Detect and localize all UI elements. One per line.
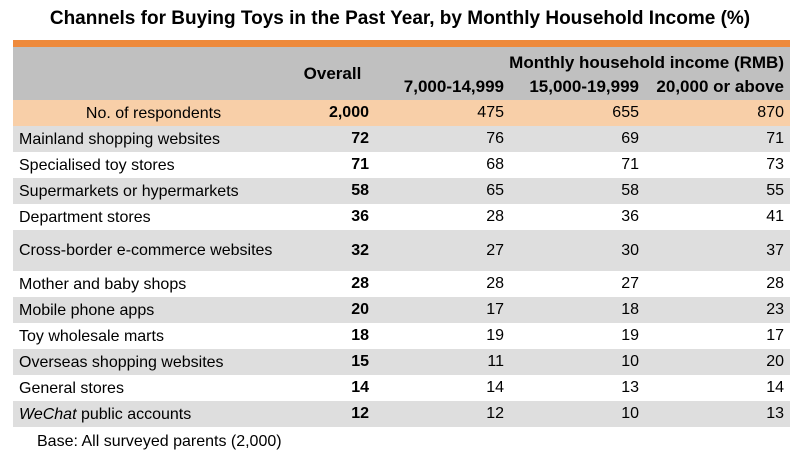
bracket-value: 28 bbox=[375, 204, 510, 230]
bracket-value: 28 bbox=[375, 271, 510, 297]
data-table: Overall Monthly household income (RMB) 7… bbox=[13, 47, 790, 427]
header-bracket-3: 20,000 or above bbox=[645, 73, 790, 100]
row-label: Supermarkets or hypermarkets bbox=[13, 178, 290, 204]
bracket-value: 17 bbox=[645, 323, 790, 349]
respondents-value: 655 bbox=[510, 100, 645, 126]
table-row: WeChat public accounts 12 12 10 13 bbox=[13, 401, 790, 427]
bracket-value: 14 bbox=[375, 375, 510, 401]
header-bracket-2: 15,000-19,999 bbox=[510, 73, 645, 100]
header-row-brackets: 7,000-14,999 15,000-19,999 20,000 or abo… bbox=[13, 73, 790, 100]
table-row: Specialised toy stores 71 68 71 73 bbox=[13, 152, 790, 178]
bracket-value: 58 bbox=[510, 178, 645, 204]
header-corner-lower bbox=[13, 73, 290, 100]
overall-value: 14 bbox=[290, 375, 375, 401]
bracket-value: 28 bbox=[645, 271, 790, 297]
bracket-value: 30 bbox=[510, 230, 645, 271]
bracket-value: 76 bbox=[375, 126, 510, 152]
bracket-value: 55 bbox=[645, 178, 790, 204]
bracket-value: 10 bbox=[510, 401, 645, 427]
footnote: Base: All surveyed parents (2,000) bbox=[37, 433, 282, 450]
bracket-value: 71 bbox=[510, 152, 645, 178]
row-label-italic: WeChat bbox=[19, 405, 77, 423]
bracket-value: 11 bbox=[375, 349, 510, 375]
table-row: Toy wholesale marts 18 19 19 17 bbox=[13, 323, 790, 349]
row-label: General stores bbox=[13, 375, 290, 401]
table-row: Department stores 36 28 36 41 bbox=[13, 204, 790, 230]
overall-value: 32 bbox=[290, 230, 375, 271]
row-label: Mainland shopping websites bbox=[13, 126, 290, 152]
bracket-value: 17 bbox=[375, 297, 510, 323]
bracket-value: 12 bbox=[375, 401, 510, 427]
bracket-value: 37 bbox=[645, 230, 790, 271]
respondents-label: No. of respondents bbox=[13, 100, 290, 126]
overall-value: 28 bbox=[290, 271, 375, 297]
bracket-value: 71 bbox=[645, 126, 790, 152]
table-row: Supermarkets or hypermarkets 58 65 58 55 bbox=[13, 178, 790, 204]
bracket-value: 19 bbox=[510, 323, 645, 349]
table-row: Mother and baby shops 28 28 27 28 bbox=[13, 271, 790, 297]
bracket-value: 69 bbox=[510, 126, 645, 152]
row-label: Department stores bbox=[13, 204, 290, 230]
header-overall: Overall bbox=[290, 47, 375, 100]
row-label: Cross-border e-commerce websites bbox=[13, 230, 290, 271]
header-row-top: Overall Monthly household income (RMB) bbox=[13, 47, 790, 100]
respondents-overall: 2,000 bbox=[290, 100, 375, 126]
title-accent-bar bbox=[13, 40, 790, 47]
row-label: Mobile phone apps bbox=[13, 297, 290, 323]
row-label: Toy wholesale marts bbox=[13, 323, 290, 349]
header-income-group: Monthly household income (RMB) bbox=[375, 47, 790, 73]
bracket-value: 19 bbox=[375, 323, 510, 349]
bracket-value: 20 bbox=[645, 349, 790, 375]
row-label-rest: public accounts bbox=[76, 405, 192, 423]
bracket-value: 27 bbox=[510, 271, 645, 297]
overall-value: 18 bbox=[290, 323, 375, 349]
bracket-value: 65 bbox=[375, 178, 510, 204]
bracket-value: 13 bbox=[510, 375, 645, 401]
bracket-value: 27 bbox=[375, 230, 510, 271]
chart-title: Channels for Buying Toys in the Past Yea… bbox=[49, 8, 751, 29]
overall-value: 58 bbox=[290, 178, 375, 204]
table-row: General stores 14 14 13 14 bbox=[13, 375, 790, 401]
overall-value: 71 bbox=[290, 152, 375, 178]
header-corner bbox=[13, 47, 290, 73]
bracket-value: 13 bbox=[645, 401, 790, 427]
bracket-value: 73 bbox=[645, 152, 790, 178]
overall-value: 72 bbox=[290, 126, 375, 152]
bracket-value: 14 bbox=[645, 375, 790, 401]
respondents-value: 870 bbox=[645, 100, 790, 126]
header-bracket-1: 7,000-14,999 bbox=[375, 73, 510, 100]
bracket-value: 23 bbox=[645, 297, 790, 323]
bracket-value: 36 bbox=[510, 204, 645, 230]
table-row: Overseas shopping websites 15 11 10 20 bbox=[13, 349, 790, 375]
respondents-value: 475 bbox=[375, 100, 510, 126]
respondents-row: No. of respondents 2,000 475 655 870 bbox=[13, 100, 790, 126]
bracket-value: 10 bbox=[510, 349, 645, 375]
row-label: WeChat public accounts bbox=[13, 401, 290, 427]
overall-value: 20 bbox=[290, 297, 375, 323]
bracket-value: 41 bbox=[645, 204, 790, 230]
row-label: Mother and baby shops bbox=[13, 271, 290, 297]
row-label: Specialised toy stores bbox=[13, 152, 290, 178]
table-row: Cross-border e-commerce websites 32 27 30 37 bbox=[13, 230, 790, 271]
row-label: Overseas shopping websites bbox=[13, 349, 290, 375]
table-row: Mainland shopping websites 72 76 69 71 bbox=[13, 126, 790, 152]
bracket-value: 68 bbox=[375, 152, 510, 178]
overall-value: 15 bbox=[290, 349, 375, 375]
table-row: Mobile phone apps 20 17 18 23 bbox=[13, 297, 790, 323]
overall-value: 12 bbox=[290, 401, 375, 427]
bracket-value: 18 bbox=[510, 297, 645, 323]
overall-value: 36 bbox=[290, 204, 375, 230]
